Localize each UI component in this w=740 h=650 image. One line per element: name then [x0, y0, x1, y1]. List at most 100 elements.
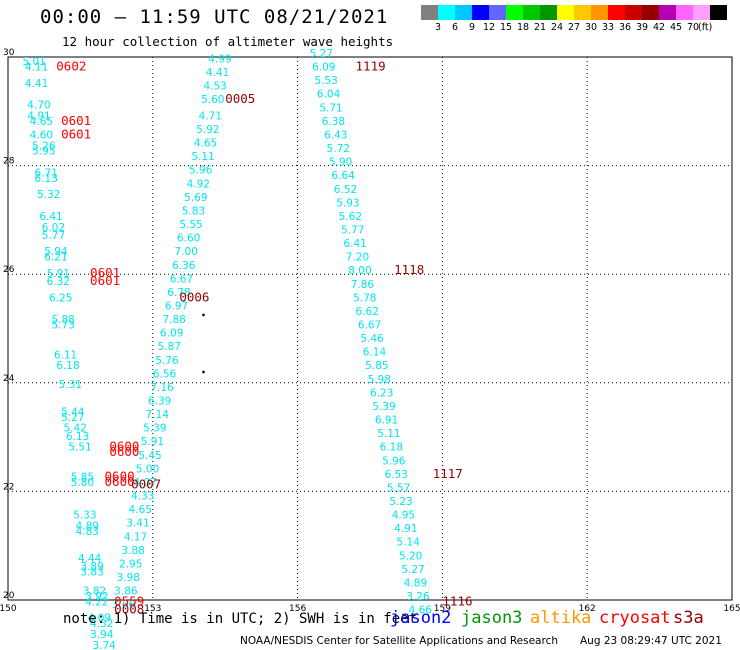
y-tick-label: 24 [3, 374, 15, 384]
wave-height-value: 3.86 [114, 586, 138, 598]
time-label: 1118 [394, 262, 424, 277]
wave-height-value: 5.95 [32, 146, 55, 158]
wave-height-value: 5.27 [61, 412, 84, 424]
wave-height-value: 5.90 [329, 157, 352, 169]
wave-height-value: 5.20 [399, 550, 422, 562]
legend-satellite-s3a: s3a [673, 608, 704, 628]
color-scale-label: 6 [452, 22, 459, 33]
wave-height-value: 4.66 [409, 605, 433, 617]
wave-height-value: 4.44 [78, 553, 102, 565]
color-scale-label: 45 [670, 22, 683, 33]
wave-height-value: 5.80 [71, 477, 94, 489]
wave-height-value: 6.41 [343, 238, 366, 250]
wave-height-value: 7.00 [175, 246, 198, 258]
wave-height-value: 5.78 [353, 292, 376, 304]
wave-height-value: 4.89 [76, 520, 99, 532]
wave-height-value: 5.69 [184, 192, 207, 204]
color-scale-swatch [489, 5, 506, 20]
wave-height-value: 5.32 [37, 189, 60, 201]
wave-height-value: 6.36 [172, 260, 196, 272]
wave-height-value: 6.18 [56, 360, 79, 372]
chart-subtitle: 12 hour collection of altimeter wave hei… [62, 34, 394, 49]
wave-height-value: 5.71 [319, 102, 342, 114]
wave-height-value: 7.16 [150, 382, 174, 394]
wave-height-value: 5.44 [61, 406, 85, 418]
wave-height-value: 3.74 [92, 640, 116, 650]
wave-height-value: 7.88 [162, 314, 185, 326]
wave-height-value: 4.60 [30, 129, 53, 141]
x-tick-label: 156 [289, 604, 306, 614]
wave-height-value: 4.89 [404, 577, 427, 589]
color-scale-swatch [506, 5, 523, 20]
color-scale-label: 24 [551, 22, 564, 33]
x-tick-label: 162 [579, 604, 596, 614]
time-label: 1119 [356, 59, 386, 74]
wave-height-value: 4.65 [30, 116, 53, 128]
wave-height-value: 4.41 [25, 78, 48, 90]
wave-height-value: 6.41 [39, 211, 62, 223]
time-label: 0559 [114, 593, 144, 608]
color-scale-label: 12 [483, 22, 496, 33]
wave-height-value: 3.41 [126, 518, 149, 530]
color-scale-label: 21 [534, 22, 547, 33]
wave-height-value: 6.09 [160, 328, 183, 340]
wave-height-value: 5.33 [73, 510, 96, 522]
color-scale-swatch [659, 5, 676, 20]
wave-height-value: 5.53 [314, 75, 337, 87]
wave-height-value: 6.02 [42, 222, 65, 234]
wave-height-value: 3.92 [85, 591, 108, 603]
generation-timestamp: Aug 23 08:29:47 UTC 2021 [580, 635, 722, 647]
color-scale-label: 39 [636, 22, 649, 33]
wave-height-value: 5.83 [182, 205, 205, 217]
point-marker [202, 370, 205, 374]
wave-height-value: 5.27 [310, 48, 333, 60]
wave-height-value: 7.20 [346, 252, 369, 264]
wave-height-value: 3.56 [112, 599, 136, 611]
wave-height-value: 4.09 [88, 613, 111, 625]
wave-height-value: 7.86 [351, 279, 375, 291]
wave-height-value: 4.99 [208, 53, 231, 65]
wave-height-value: 5.26 [32, 140, 56, 152]
wave-height-value: 5.88 [51, 314, 74, 326]
wave-height-value: 8.00 [348, 265, 371, 277]
wave-height-value: 4.83 [76, 526, 99, 538]
wave-height-value: 5.23 [389, 496, 412, 508]
time-label: 0600 [109, 439, 139, 454]
wave-height-value: 4.33 [131, 491, 154, 503]
wave-height-value: 4.11 [25, 62, 48, 74]
time-label: 0601 [90, 265, 120, 280]
wave-height-value: 6.64 [331, 170, 355, 182]
color-scale-label: 70 [687, 22, 700, 33]
wave-height-value: 6.14 [363, 347, 387, 359]
wave-height-value: 6.23 [370, 387, 393, 399]
x-tick-label: 153 [144, 604, 161, 614]
wave-height-value: 3.88 [121, 545, 144, 557]
wave-height-value: 5.57 [387, 482, 410, 494]
color-scale-label: 18 [517, 22, 530, 33]
color-scale-swatch [710, 5, 727, 20]
wave-height-value: 2.95 [119, 558, 142, 570]
time-label: 0600 [109, 444, 139, 459]
wave-height-value: 3.82 [83, 586, 106, 598]
plot-frame [7, 56, 733, 601]
wave-height-value: 5.96 [382, 455, 406, 467]
wave-height-value: 4.71 [199, 110, 222, 122]
wave-height-value: 4.22 [85, 596, 108, 608]
wave-height-value: 5.87 [158, 341, 181, 353]
time-label: 1116 [442, 593, 472, 608]
wave-height-value: 6.25 [49, 292, 72, 304]
color-scale-swatch [676, 5, 693, 20]
color-scale-swatch [625, 5, 642, 20]
wave-height-value: 5.98 [368, 374, 391, 386]
color-scale-swatch [693, 5, 710, 20]
color-scale-swatch [608, 5, 625, 20]
point-marker [202, 313, 205, 317]
wave-height-value: 5.14 [397, 537, 421, 549]
legend-satellite-jason3: jason3 [461, 608, 523, 628]
color-scale-swatch [455, 5, 472, 20]
wave-height-value: 6.67 [170, 273, 193, 285]
wave-height-value: 6.97 [165, 300, 188, 312]
footer-note: note: 1) Time is in UTC; 2) SWH is in fe… [63, 611, 418, 627]
wave-height-value: 5.94 [44, 246, 68, 258]
wave-height-value: 6.43 [324, 129, 347, 141]
